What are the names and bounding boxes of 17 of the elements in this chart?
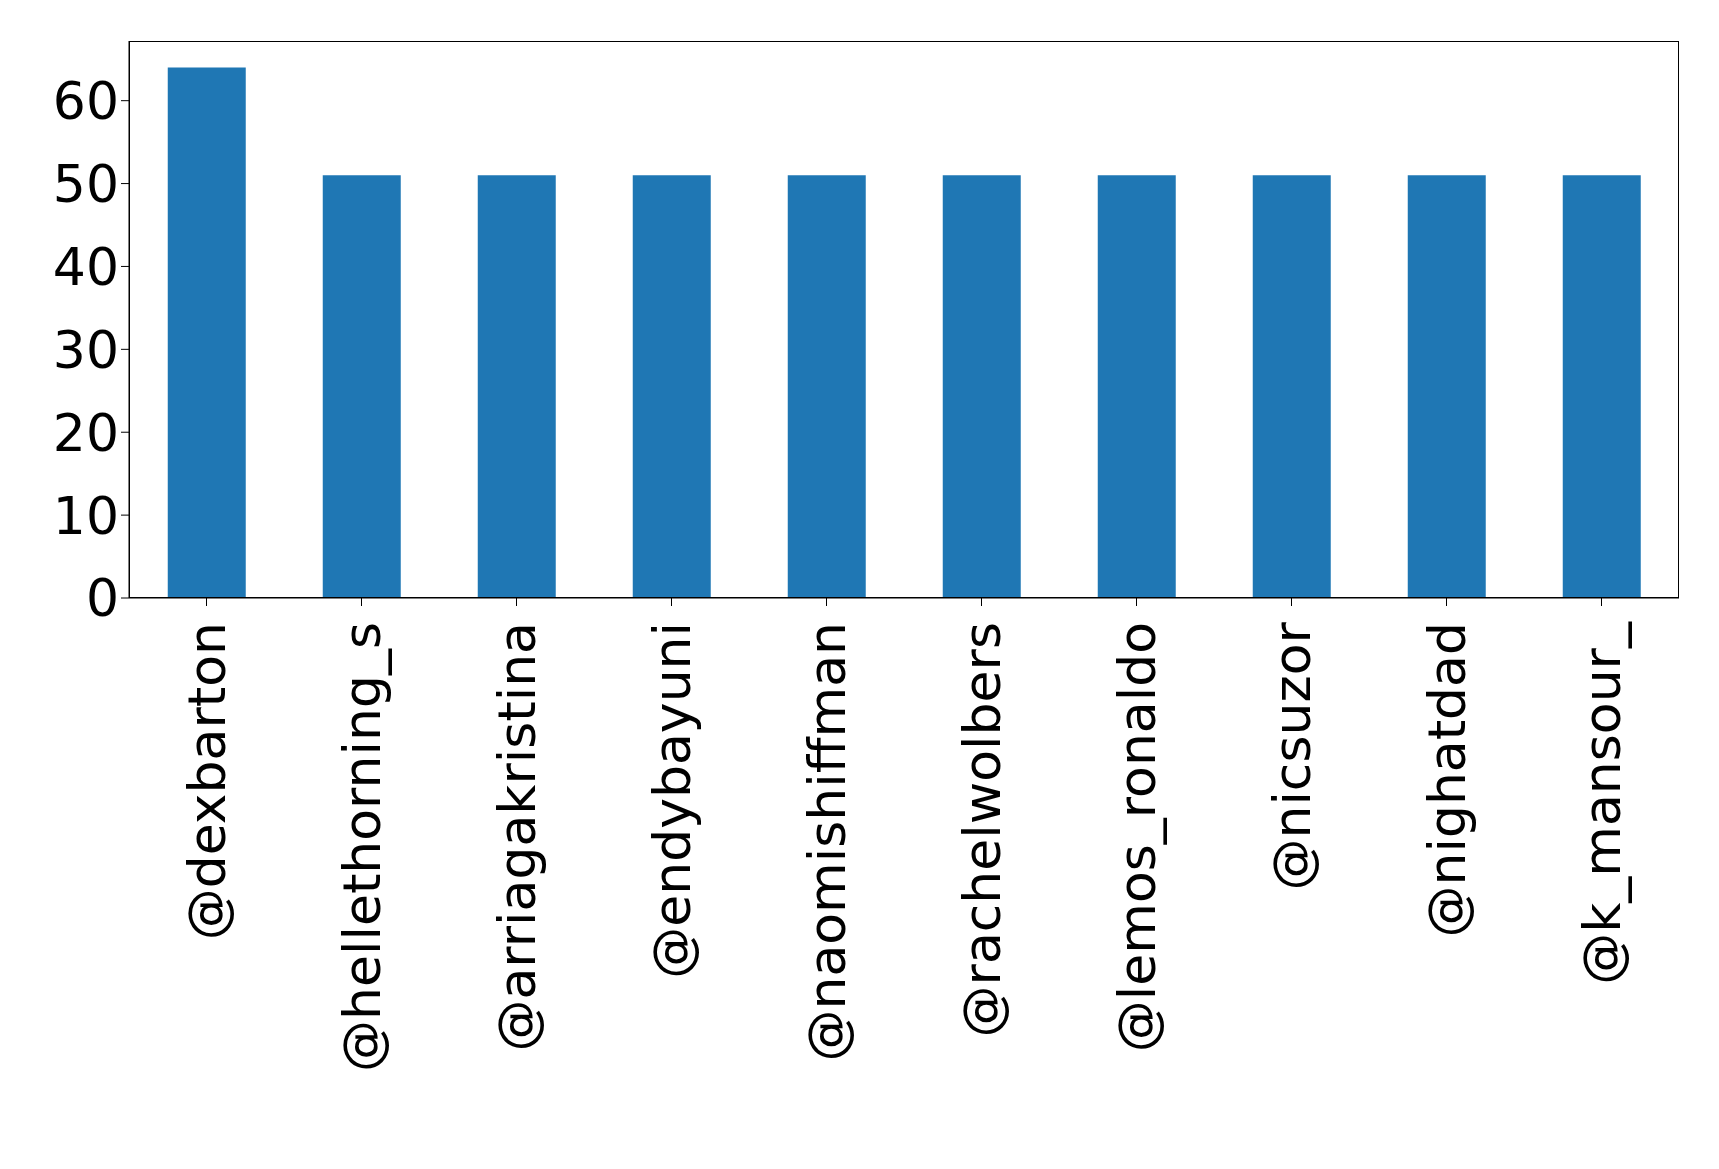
y-tick-label: 30: [52, 319, 119, 380]
y-tick-label: 0: [85, 568, 119, 629]
x-tick-label: @k_mansour_: [1571, 621, 1632, 985]
x-tick-label: @rachelwolbers: [951, 622, 1012, 1038]
x-tick-label: @naomishiffman: [796, 622, 857, 1062]
x-tick-label: @nicsuzor: [1261, 621, 1322, 891]
y-tick-label: 60: [52, 71, 119, 132]
y-tick-label: 20: [52, 402, 119, 463]
x-tick-label: @hellethorning_s: [331, 622, 392, 1072]
x-tick-label: @dexbarton: [176, 622, 237, 941]
x-tick-label: @endybayuni: [641, 622, 702, 979]
y-tick-label: 40: [52, 236, 119, 297]
x-tick-label: @nighatdad: [1416, 622, 1477, 938]
x-tick-label: @arriagakristina: [486, 622, 547, 1052]
y-tick-label: 50: [52, 154, 119, 215]
x-tick-label: @lemos_ronaldo: [1106, 622, 1167, 1053]
y-tick-label: 10: [52, 485, 119, 546]
